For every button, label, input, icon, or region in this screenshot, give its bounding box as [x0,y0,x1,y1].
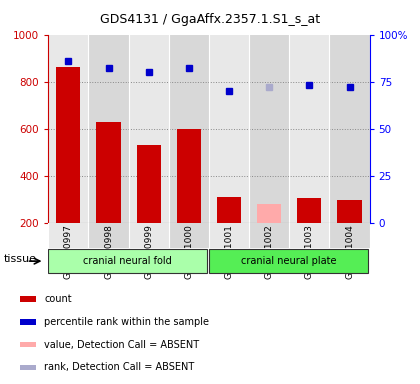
Bar [56,68,81,223]
Bar [249,223,289,248]
Bar [129,223,169,248]
Bar [21,319,36,324]
Bar [97,122,121,223]
Bar [48,249,207,273]
Bar [297,198,321,223]
Bar [21,296,36,302]
Bar [209,35,249,223]
Bar [329,35,370,223]
Bar [289,223,329,248]
Bar [209,223,249,248]
Text: GSM940997: GSM940997 [64,224,73,279]
Text: GSM941002: GSM941002 [265,224,274,279]
Text: GSM941003: GSM941003 [305,224,314,279]
Text: value, Detection Call = ABSENT: value, Detection Call = ABSENT [44,339,199,349]
Text: percentile rank within the sample: percentile rank within the sample [44,317,209,327]
Bar [48,35,89,223]
Text: GDS4131 / GgaAffx.2357.1.S1_s_at: GDS4131 / GgaAffx.2357.1.S1_s_at [100,13,320,26]
Bar [89,223,129,248]
Text: count: count [44,294,72,304]
Text: GSM941000: GSM941000 [184,224,193,279]
Text: tissue: tissue [4,254,37,264]
Bar [89,35,129,223]
Bar [209,249,368,273]
Bar [289,35,329,223]
Bar [249,35,289,223]
Bar [338,200,362,223]
Bar [169,223,209,248]
Text: GSM941004: GSM941004 [345,224,354,279]
Bar [21,342,36,348]
Text: GSM940999: GSM940999 [144,224,153,279]
Bar [129,35,169,223]
Text: cranial neural fold: cranial neural fold [83,256,172,266]
Bar [217,197,241,223]
Bar [329,223,370,248]
Bar [21,364,36,370]
Text: GSM940998: GSM940998 [104,224,113,279]
Text: cranial neural plate: cranial neural plate [241,256,336,266]
Text: GSM941001: GSM941001 [225,224,234,279]
Text: rank, Detection Call = ABSENT: rank, Detection Call = ABSENT [44,362,194,372]
Bar [136,145,161,223]
Bar [257,204,281,223]
Bar [169,35,209,223]
Bar [48,223,89,248]
Bar [177,129,201,223]
